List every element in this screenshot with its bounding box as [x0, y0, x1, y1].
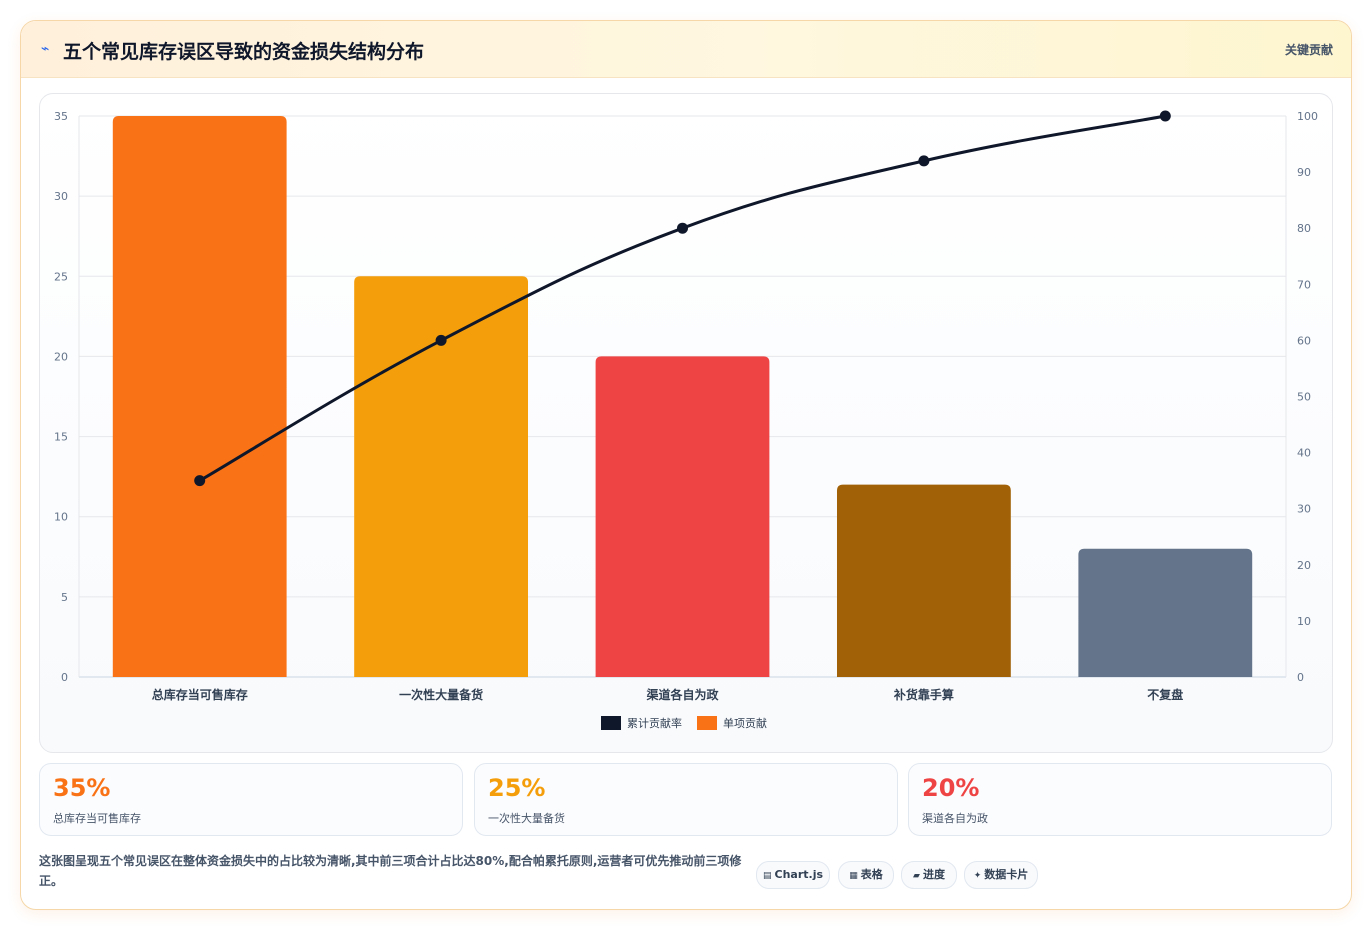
- page-title: 五个常见库存误区导致的资金损失结构分布: [63, 41, 425, 63]
- y-tick-label: 35: [54, 110, 68, 123]
- y2-tick-label: 80: [1297, 222, 1311, 235]
- table-icon: ▦: [849, 871, 858, 881]
- tag-datacard[interactable]: ✦ 数据卡片: [964, 861, 1038, 889]
- chart-card: ⌁ 五个常见库存误区导致的资金损失结构分布 关键贡献 0 5 10 15 20 25 30 3…: [20, 20, 1352, 910]
- chart-container: 0 5 10 15 20 25 30 35 0 10 20 30 40 50 60 70 80 90 100 总库存当…: [39, 93, 1333, 753]
- y-tick-label: 5: [61, 591, 68, 604]
- tag-label: 进度: [922, 868, 945, 881]
- tag-label: 表格: [860, 868, 883, 881]
- tag-label: 数据卡片: [984, 868, 1029, 881]
- y2-tick-label: 10: [1297, 615, 1311, 628]
- legend-swatch-cumulative: [601, 716, 621, 730]
- y2-tick-label: 100: [1297, 110, 1318, 123]
- y-tick-label: 0: [61, 671, 68, 684]
- stat-value: 20%: [922, 774, 980, 802]
- bar: [1078, 548, 1253, 677]
- line-point: [918, 155, 930, 167]
- bar: [836, 484, 1011, 677]
- stat-card-1: 35% 总库存当可售库存: [39, 763, 463, 836]
- stat-card-2: 25% 一次性大量备货: [474, 763, 898, 836]
- card-icon: ✦: [973, 871, 982, 881]
- bar: [595, 356, 770, 677]
- y2-tick-label: 20: [1297, 559, 1311, 572]
- line-point: [194, 475, 206, 487]
- tag-progress[interactable]: ▰ 进度: [901, 861, 957, 889]
- y-tick-label: 25: [54, 270, 68, 283]
- tag-chartjs[interactable]: ▤ Chart.js: [756, 861, 830, 889]
- x-tick-label: 渠道各自为政: [646, 687, 719, 702]
- y2-tick-label: 90: [1297, 166, 1311, 179]
- stat-value: 25%: [488, 774, 546, 802]
- progress-icon: ▰: [913, 871, 920, 881]
- stat-value: 35%: [53, 774, 111, 802]
- line-point: [435, 334, 447, 346]
- stat-label: 渠道各自为政: [922, 812, 988, 825]
- y2-tick-label: 60: [1297, 334, 1311, 347]
- x-tick-label: 一次性大量备货: [399, 687, 483, 702]
- header-badge: 关键贡献: [1284, 43, 1333, 57]
- y-tick-label: 20: [54, 350, 68, 363]
- x-tick-label: 补货靠手算: [893, 687, 954, 702]
- tag-table[interactable]: ▦ 表格: [838, 861, 894, 889]
- y2-tick-label: 0: [1297, 671, 1304, 684]
- y2-tick-label: 40: [1297, 447, 1311, 460]
- legend-swatch-single: [697, 716, 717, 730]
- line-point: [677, 222, 688, 234]
- stat-card-3: 20% 渠道各自为政: [908, 763, 1332, 836]
- bar: [354, 276, 529, 677]
- y2-tick-label: 50: [1297, 391, 1311, 404]
- y2-tick-label: 30: [1297, 503, 1311, 516]
- y-tick-label: 15: [54, 431, 68, 444]
- x-tick-label: 总库存当可售库存: [152, 687, 248, 702]
- tag-label: Chart.js: [774, 868, 824, 881]
- chart-icon: ▤: [762, 871, 772, 881]
- y-tick-label: 30: [54, 190, 68, 203]
- legend-label: 累计贡献率: [627, 716, 682, 730]
- line-point: [1159, 110, 1171, 122]
- y2-tick-label: 70: [1297, 278, 1311, 291]
- stat-label: 总库存当可售库存: [53, 812, 141, 825]
- card-header: ⌁ 五个常见库存误区导致的资金损失结构分布 关键贡献: [21, 21, 1351, 78]
- pareto-chart: 0 5 10 15 20 25 30 35 0 10 20 30 40 50 60 70 80 90 100 总库存当…: [54, 110, 1318, 730]
- stat-label: 一次性大量备货: [488, 812, 565, 825]
- legend-label: 单项贡献: [723, 716, 767, 730]
- bar: [112, 116, 287, 677]
- x-tick-label: 不复盘: [1147, 687, 1183, 702]
- summary-text: 这张图呈现五个常见误区在整体资金损失中的占比较为清晰,其中前三项合计占比达80%…: [39, 854, 742, 888]
- lightning-icon: ⌁: [41, 41, 50, 57]
- y-tick-label: 10: [54, 511, 68, 524]
